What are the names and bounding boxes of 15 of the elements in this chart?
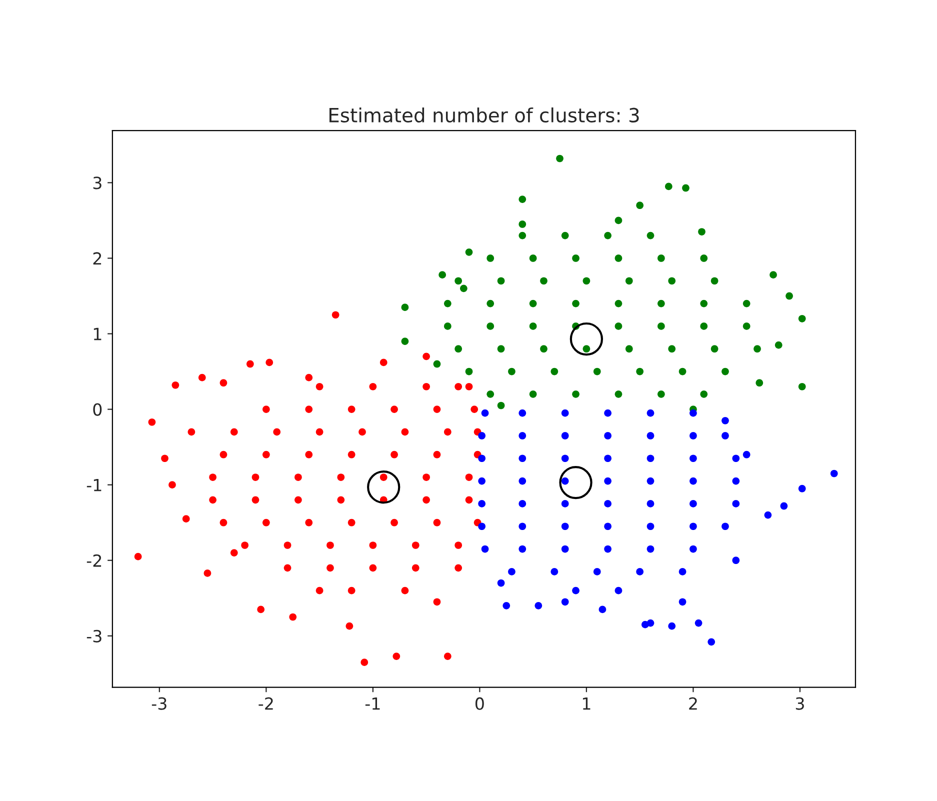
x-tick-label: -2 <box>258 697 273 710</box>
x-tick-label: 0 <box>475 697 484 710</box>
y-tick-label: -1 <box>86 479 102 492</box>
x-tick-label: 1 <box>582 697 590 710</box>
x-tick-label: 2 <box>689 697 697 710</box>
y-tick-label: -3 <box>86 630 102 642</box>
chart-title: Estimated number of clusters: 3 <box>329 107 639 123</box>
y-tick-label: 0 <box>93 403 102 416</box>
x-tick-label: -1 <box>365 697 380 710</box>
x-tick-label: -3 <box>152 697 166 710</box>
y-tick-label: 1 <box>94 328 102 340</box>
x-tick-label: 3 <box>796 697 804 710</box>
y-tick-label: 2 <box>93 252 102 265</box>
y-tick-label: -2 <box>86 554 102 567</box>
y-tick-label: 3 <box>93 176 102 190</box>
